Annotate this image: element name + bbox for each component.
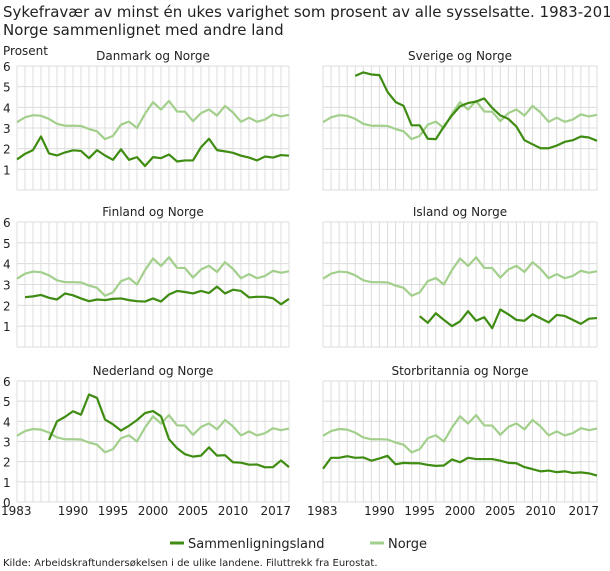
series-line-norge: [16, 256, 290, 297]
x-tick-label: 2010: [525, 504, 556, 518]
panel: Danmark og Norge 1 2 3 4 5 6: [3, 49, 290, 191]
x-tick-label: 1990: [58, 504, 89, 518]
x-tick-label: 1983: [307, 504, 338, 518]
legend-label-comparison: Sammenligningsland: [188, 537, 324, 552]
chart-title-line2: Norge sammenlignet med andre land: [3, 21, 284, 39]
x-tick-label: 2000: [138, 504, 169, 518]
panels: Danmark og Norge 1 2 3 4 5 6 Sverige og Norge Fi…: [1, 49, 599, 518]
series-line-sammenligningsland: [16, 135, 290, 168]
panel-title: Finland og Norge: [102, 205, 204, 219]
y-tick-label: 1: [3, 476, 11, 490]
series-line-norge: [322, 413, 598, 454]
panel-title: Island og Norge: [413, 205, 507, 219]
y-tick-label: 5: [3, 395, 11, 409]
y-tick-label: 3: [3, 279, 11, 293]
chart-title-line1: Sykefravær av minst én ukes varighet som…: [3, 3, 610, 21]
x-tick-label: 2017: [260, 504, 291, 518]
y-tick-label: 0: [3, 496, 11, 510]
y-tick-label: 2: [3, 456, 11, 470]
x-tick-label: 1995: [404, 504, 435, 518]
series-line-sammenligningsland: [354, 71, 598, 150]
series-line-sammenligningsland: [24, 285, 290, 306]
x-tick-label: 2000: [445, 504, 476, 518]
panel-title: Danmark og Norge: [96, 49, 210, 63]
series-line-norge: [16, 413, 290, 454]
panel: Storbritannia og Norge 1983 1990 1995 2000 20…: [307, 364, 599, 518]
y-tick-label: 1: [3, 163, 11, 177]
y-tick-label: 3: [3, 436, 11, 450]
series-line-sammenligningsland: [419, 308, 598, 330]
x-tick-label: 2005: [178, 504, 209, 518]
y-tick-label: 6: [3, 60, 11, 74]
y-tick-label: 6: [3, 375, 11, 389]
panel-title: Sverige og Norge: [408, 49, 512, 63]
panel-title: Storbritannia og Norge: [391, 364, 528, 378]
y-tick-label: 4: [3, 101, 11, 115]
y-tick-label: 1: [3, 320, 11, 334]
panel: Nederland og Norge 0 1 2 3 4 5 6 1983 1990 1995 200…: [1, 364, 291, 518]
y-tick-label: 5: [3, 81, 11, 95]
x-tick-label: 1983: [1, 504, 32, 518]
y-tick-label: 4: [3, 415, 11, 429]
panel: Sverige og Norge: [322, 49, 598, 191]
series-line-norge: [16, 99, 290, 141]
x-tick-label: 1995: [98, 504, 129, 518]
y-tick-label: 3: [3, 122, 11, 136]
y-tick-label: 5: [3, 237, 11, 251]
panel-title: Nederland og Norge: [93, 364, 214, 378]
panel: Island og Norge: [322, 205, 598, 348]
y-axis-label: Prosent: [3, 44, 48, 58]
series-line-sammenligningsland: [47, 393, 290, 469]
series-line-norge: [322, 256, 598, 297]
x-tick-label: 2005: [485, 504, 516, 518]
series-line-norge: [322, 99, 598, 141]
x-tick-label: 1990: [364, 504, 395, 518]
source-note: Kilde: Arbeidskraftundersøkelsen i de ul…: [3, 558, 378, 569]
series-line-sammenligningsland: [322, 454, 598, 477]
y-tick-label: 2: [3, 143, 11, 157]
legend-label-norway: Norge: [388, 537, 427, 552]
y-tick-label: 2: [3, 299, 11, 313]
y-tick-label: 6: [3, 216, 11, 230]
legend: Sammenligningsland Norge: [170, 537, 427, 552]
y-tick-label: 4: [3, 258, 11, 272]
panel: Finland og Norge 1 2 3 4 5 6: [3, 205, 290, 348]
x-tick-label: 2010: [218, 504, 249, 518]
x-tick-label: 2017: [568, 504, 599, 518]
